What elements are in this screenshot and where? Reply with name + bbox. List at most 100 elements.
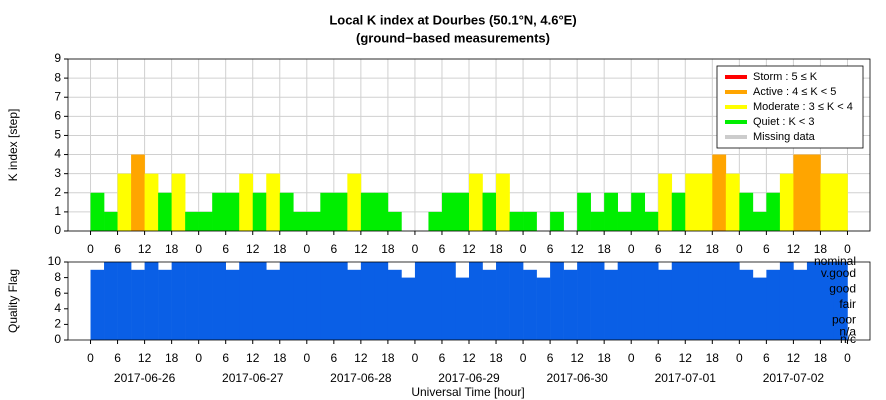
bar bbox=[347, 173, 362, 231]
y-tick-label: 2 bbox=[54, 185, 61, 199]
bar bbox=[698, 173, 713, 231]
bar bbox=[698, 262, 713, 340]
x-tick-label: 0 bbox=[303, 351, 310, 365]
bar bbox=[793, 269, 808, 340]
bar bbox=[104, 262, 118, 340]
x-tick-label: 18 bbox=[165, 242, 179, 256]
x-tick-label: 0 bbox=[520, 242, 527, 256]
bar bbox=[550, 262, 564, 340]
flag-label: n/c bbox=[840, 332, 856, 346]
bar bbox=[671, 192, 686, 231]
bar bbox=[563, 269, 578, 340]
bar bbox=[752, 211, 767, 231]
bar bbox=[523, 269, 537, 340]
bar bbox=[239, 173, 254, 231]
bar bbox=[577, 262, 591, 340]
bar bbox=[644, 262, 659, 340]
bar bbox=[212, 262, 226, 340]
bar bbox=[752, 277, 767, 340]
bar bbox=[401, 277, 416, 340]
x-tick-label: 6 bbox=[655, 242, 662, 256]
x-tick-label: 18 bbox=[706, 351, 720, 365]
x-tick-label: 0 bbox=[628, 242, 635, 256]
x-tick-label: 12 bbox=[354, 351, 368, 365]
legend-label: Active : 4 ≤ K < 5 bbox=[753, 86, 836, 98]
bar bbox=[171, 262, 186, 340]
x-tick-label: 6 bbox=[114, 351, 121, 365]
x-tick-label: 12 bbox=[570, 351, 584, 365]
bar bbox=[712, 154, 727, 231]
x-tick-label: 0 bbox=[628, 351, 635, 365]
bar bbox=[185, 262, 199, 340]
x-tick-label: 6 bbox=[222, 242, 229, 256]
bar bbox=[550, 211, 564, 231]
bar bbox=[90, 269, 105, 340]
date-label: 2017-06-28 bbox=[330, 371, 392, 385]
bar bbox=[131, 154, 145, 231]
bar bbox=[279, 192, 294, 231]
bar bbox=[279, 262, 294, 340]
bar bbox=[171, 173, 186, 231]
y-tick-label: 0 bbox=[54, 223, 61, 237]
bar bbox=[604, 269, 618, 340]
flag-label: good bbox=[829, 281, 856, 295]
legend-label: Moderate : 3 ≤ K < 4 bbox=[753, 101, 853, 113]
x-tick-label: 6 bbox=[330, 242, 337, 256]
bar bbox=[428, 262, 443, 340]
date-label: 2017-07-02 bbox=[763, 371, 825, 385]
bar bbox=[820, 262, 835, 340]
date-label: 2017-06-27 bbox=[222, 371, 284, 385]
bar bbox=[293, 262, 308, 340]
bar bbox=[739, 192, 754, 231]
x-tick-label: 0 bbox=[412, 242, 419, 256]
x-tick-label: 0 bbox=[412, 351, 419, 365]
bar bbox=[252, 192, 267, 231]
x-tick-label: 0 bbox=[844, 351, 851, 365]
bar bbox=[536, 277, 551, 340]
bar bbox=[104, 211, 118, 231]
bar bbox=[509, 262, 524, 340]
bar bbox=[766, 192, 781, 231]
x-tick-label: 0 bbox=[736, 242, 743, 256]
bar bbox=[820, 173, 835, 231]
y-tick-label: 4 bbox=[54, 147, 61, 161]
bar bbox=[590, 211, 605, 231]
bar bbox=[333, 192, 348, 231]
date-label: 2017-06-26 bbox=[114, 371, 176, 385]
x-tick-label: 0 bbox=[87, 351, 94, 365]
x-tick-label: 12 bbox=[246, 351, 260, 365]
date-label: 2017-06-29 bbox=[438, 371, 500, 385]
x-tick-label: 0 bbox=[844, 242, 851, 256]
bar bbox=[833, 173, 848, 231]
bar bbox=[496, 173, 510, 231]
x-tick-label: 12 bbox=[138, 242, 152, 256]
bar bbox=[225, 269, 240, 340]
x-tick-label: 12 bbox=[787, 351, 801, 365]
flag-label: n/a bbox=[839, 324, 856, 338]
y-tick-label: 8 bbox=[54, 70, 61, 84]
x-tick-label: 6 bbox=[547, 351, 554, 365]
bar bbox=[144, 173, 159, 231]
legend-label: Missing data bbox=[753, 131, 816, 143]
x-tick-label: 6 bbox=[763, 242, 770, 256]
x-tick-label: 18 bbox=[489, 242, 503, 256]
bar bbox=[590, 262, 605, 340]
bar bbox=[239, 262, 254, 340]
bar bbox=[806, 154, 821, 231]
x-tick-label: 6 bbox=[222, 351, 229, 365]
x-tick-label: 12 bbox=[246, 242, 260, 256]
y-tick-label: 1 bbox=[54, 204, 61, 218]
bar bbox=[793, 154, 808, 231]
bar bbox=[117, 173, 132, 231]
bar bbox=[441, 262, 456, 340]
x-tick-label: 18 bbox=[165, 351, 179, 365]
x-tick-label: 18 bbox=[381, 351, 395, 365]
y-tick-label: 7 bbox=[54, 89, 61, 103]
bar bbox=[658, 173, 673, 231]
x-tick-label: 0 bbox=[195, 351, 202, 365]
bar bbox=[266, 173, 281, 231]
bar bbox=[158, 269, 172, 340]
bar bbox=[523, 211, 537, 231]
bar bbox=[779, 262, 794, 340]
